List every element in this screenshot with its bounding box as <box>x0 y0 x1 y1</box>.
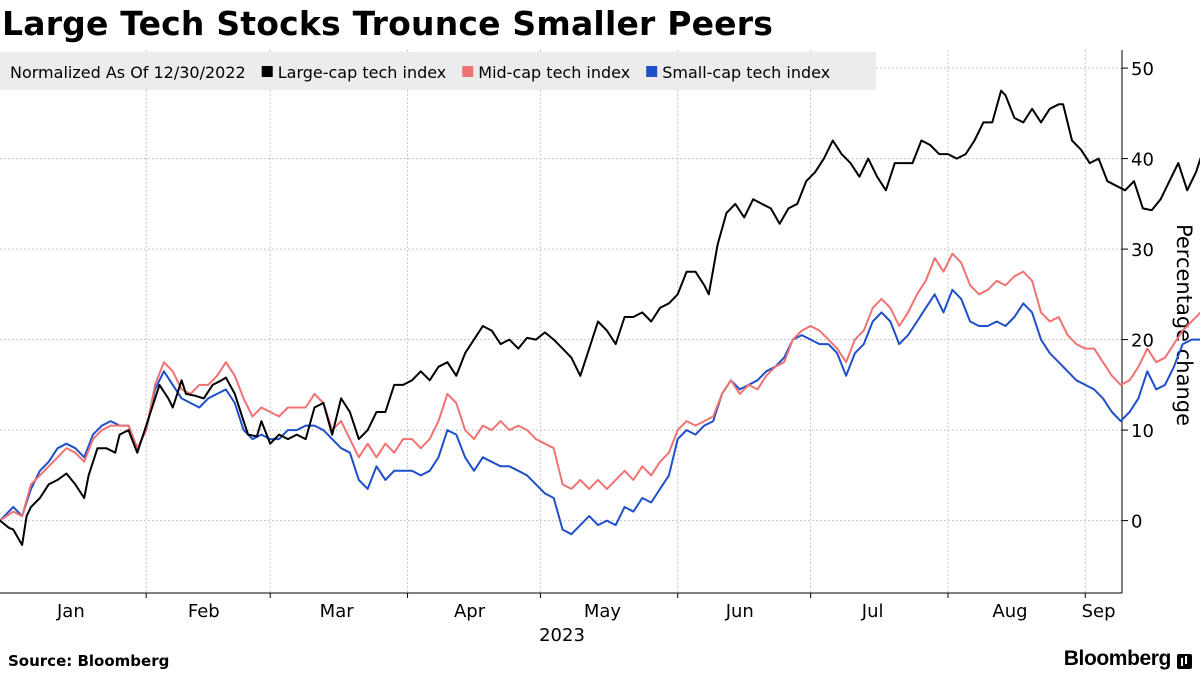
bloomberg-chart-icon <box>1177 653 1192 669</box>
y-tick-label: 40 <box>1131 150 1154 171</box>
series-lines <box>0 89 1200 546</box>
source-note: Source: Bloomberg <box>8 652 170 670</box>
legend-swatch <box>261 66 273 77</box>
x-tick-label: Mar <box>320 601 355 622</box>
legend-label: Large-cap tech index <box>278 63 447 82</box>
x-tick-label: Jun <box>725 601 754 622</box>
legend-swatch <box>646 66 658 77</box>
brand: Bloomberg <box>1064 646 1192 672</box>
y-tick-label: 30 <box>1131 240 1154 261</box>
x-tick-label: Apr <box>454 601 486 622</box>
legend-title: Normalized As Of 12/30/2022 <box>10 63 246 82</box>
chart-title: Large Tech Stocks Trounce Smaller Peers <box>2 4 774 43</box>
x-tick-label: Jul <box>861 601 884 622</box>
legend-swatch <box>462 66 474 77</box>
legend-label: Small-cap tech index <box>662 63 830 82</box>
legend-background <box>0 52 876 90</box>
y-axis-title: Percentage change <box>1172 224 1196 426</box>
y-tick-label: 50 <box>1131 59 1154 80</box>
bloomberg-logo-text: Bloomberg <box>1063 647 1172 670</box>
x-tick-label: Aug <box>992 601 1027 622</box>
series-line-small-cap-tech-index <box>0 288 1200 536</box>
legend: Normalized As Of 12/30/2022 Large-cap tec… <box>0 52 876 90</box>
x-axis-year-label: 2023 <box>539 625 585 646</box>
y-tick-label: 10 <box>1131 421 1154 442</box>
y-tick-label: 0 <box>1131 512 1142 533</box>
x-tick-label: Feb <box>188 601 220 622</box>
series-line-large-cap-tech-index <box>0 89 1200 546</box>
legend-label: Mid-cap tech index <box>478 63 630 82</box>
x-tick-label: Sep <box>1082 601 1116 622</box>
y-tick-label: 20 <box>1131 331 1154 352</box>
x-tick-label: Jan <box>56 601 85 622</box>
series-line-mid-cap-tech-index <box>0 252 1200 522</box>
gridlines <box>0 50 1122 593</box>
x-tick-label: May <box>584 601 622 622</box>
axes: 0 10 20 30 40 50 Jan Feb Mar Apr May Jun Jul Aug Sep 20… <box>0 50 1196 646</box>
